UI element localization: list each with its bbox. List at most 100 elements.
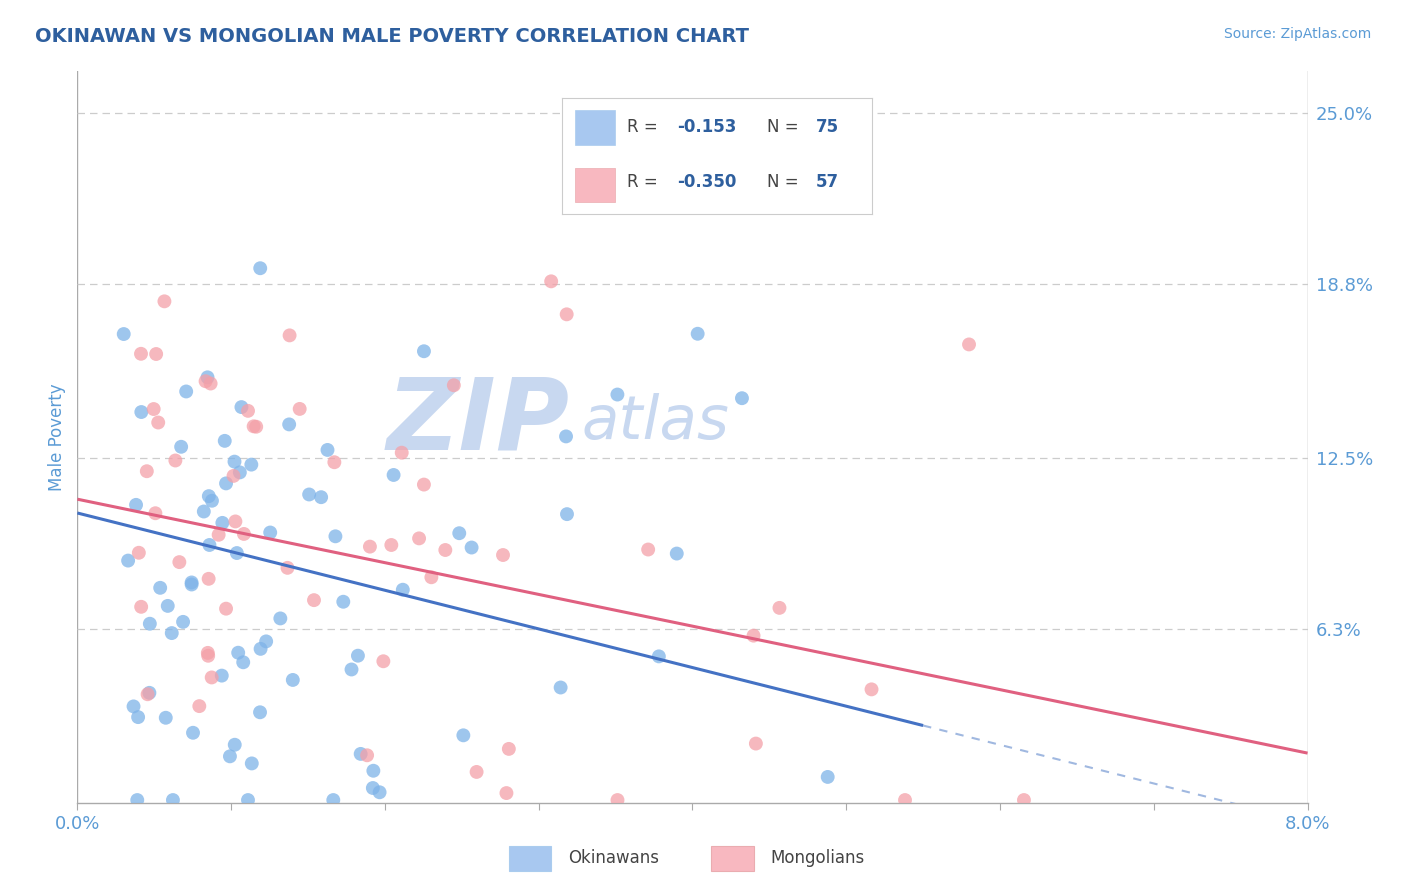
Point — [226, 646, 249, 660]
Point — [180, 577, 202, 591]
Point — [492, 548, 515, 562]
Point — [860, 682, 883, 697]
Point — [145, 347, 167, 361]
Point — [128, 546, 150, 560]
Point — [316, 442, 339, 457]
Point — [201, 493, 224, 508]
Point — [240, 458, 263, 472]
Point — [408, 532, 430, 546]
Point — [332, 595, 354, 609]
Point — [254, 634, 277, 648]
Point — [131, 405, 153, 419]
Text: R =: R = — [627, 173, 664, 191]
Point — [222, 469, 245, 483]
Point — [162, 793, 184, 807]
Text: Source: ZipAtlas.com: Source: ZipAtlas.com — [1223, 27, 1371, 41]
Point — [637, 542, 659, 557]
Text: N =: N = — [766, 173, 803, 191]
Point — [138, 686, 160, 700]
Point — [135, 464, 157, 478]
Point — [550, 681, 572, 695]
Point — [465, 764, 488, 779]
Point — [325, 529, 347, 543]
Point — [142, 402, 165, 417]
Point — [768, 600, 790, 615]
Text: -0.153: -0.153 — [676, 118, 737, 136]
Point — [208, 528, 231, 542]
Point — [148, 416, 170, 430]
Point — [127, 710, 149, 724]
Point — [281, 673, 304, 687]
Point — [449, 526, 471, 541]
Text: N =: N = — [766, 118, 803, 136]
Point — [224, 455, 246, 469]
Point — [443, 378, 465, 392]
Point — [149, 581, 172, 595]
Point — [211, 516, 233, 530]
Point — [665, 547, 688, 561]
Point — [249, 261, 271, 276]
Point — [219, 749, 242, 764]
Point — [125, 498, 148, 512]
Point — [288, 401, 311, 416]
Point — [170, 440, 193, 454]
Point — [174, 384, 197, 399]
Point — [155, 711, 177, 725]
Point — [817, 770, 839, 784]
Point — [1012, 793, 1035, 807]
Point — [555, 307, 578, 321]
Point — [232, 527, 254, 541]
Point — [894, 793, 917, 807]
Point — [197, 370, 219, 384]
Point — [169, 555, 191, 569]
Point — [127, 793, 149, 807]
Point — [540, 274, 562, 288]
Point — [153, 294, 176, 309]
Point — [200, 376, 222, 391]
Point — [242, 419, 264, 434]
Point — [413, 344, 436, 359]
Point — [302, 593, 325, 607]
Point — [172, 615, 194, 629]
Point — [382, 467, 405, 482]
Point — [298, 487, 321, 501]
Point — [214, 434, 236, 448]
Text: ZIP: ZIP — [387, 374, 569, 471]
Point — [361, 780, 384, 795]
Point — [225, 546, 247, 560]
Point — [215, 601, 238, 615]
Point — [145, 506, 167, 520]
Point — [347, 648, 370, 663]
Text: R =: R = — [627, 118, 664, 136]
Point — [229, 466, 252, 480]
Point — [165, 453, 187, 467]
Point — [129, 347, 152, 361]
Point — [194, 374, 217, 388]
Text: OKINAWAN VS MONGOLIAN MALE POVERTY CORRELATION CHART: OKINAWAN VS MONGOLIAN MALE POVERTY CORRE… — [35, 27, 749, 45]
Point — [413, 477, 436, 491]
Point — [193, 504, 215, 518]
Point — [240, 756, 263, 771]
Point — [232, 655, 254, 669]
Bar — [575, 168, 614, 202]
Point — [745, 737, 768, 751]
Point — [276, 561, 298, 575]
Bar — [575, 110, 614, 145]
Point — [742, 629, 765, 643]
Point — [606, 793, 628, 807]
Point — [129, 599, 152, 614]
Point — [278, 328, 301, 343]
Point — [340, 663, 363, 677]
Point — [495, 786, 517, 800]
Point — [309, 490, 332, 504]
Point — [391, 446, 413, 460]
Point — [156, 599, 179, 613]
Point — [957, 337, 980, 351]
Point — [731, 391, 754, 405]
Point — [380, 538, 402, 552]
Point — [434, 543, 457, 558]
Point — [269, 611, 291, 625]
Text: 57: 57 — [815, 173, 839, 191]
Point — [249, 641, 271, 656]
Point — [245, 419, 267, 434]
